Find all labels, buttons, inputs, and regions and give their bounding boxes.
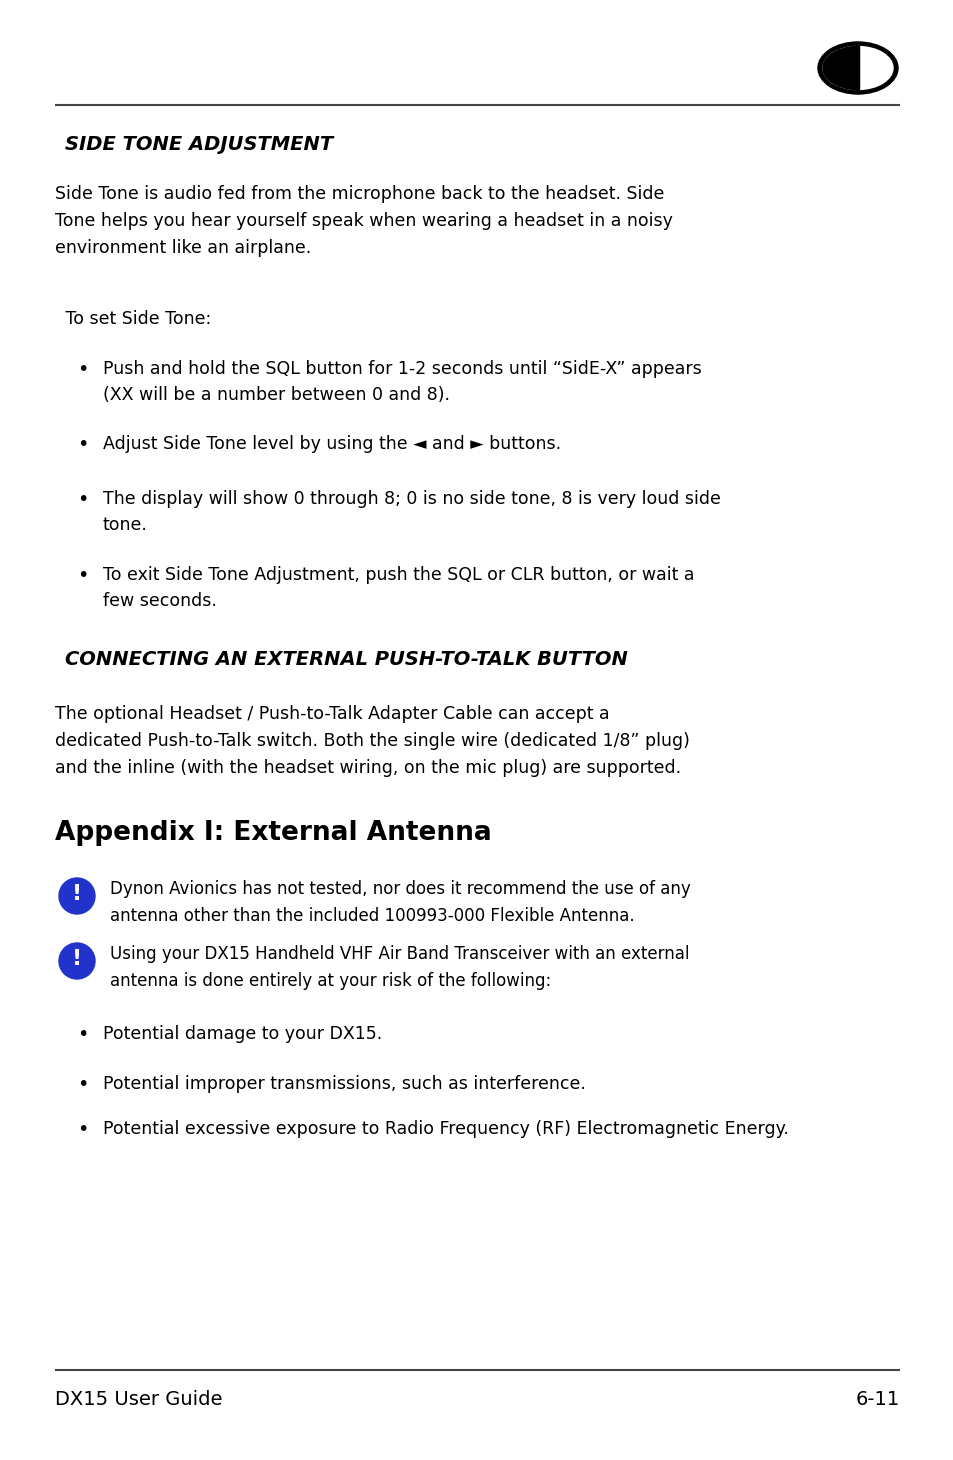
Text: To exit Side Tone Adjustment, push the SQL or CLR button, or wait a
few seconds.: To exit Side Tone Adjustment, push the S… xyxy=(103,566,694,610)
Text: The display will show 0 through 8; 0 is no side tone, 8 is very loud side
tone.: The display will show 0 through 8; 0 is … xyxy=(103,491,720,534)
Text: CONNECTING AN EXTERNAL PUSH-TO-TALK BUTTON: CONNECTING AN EXTERNAL PUSH-TO-TALK BUTT… xyxy=(65,650,627,669)
Text: Push and hold the SQL button for 1-2 seconds until “SidE-X” appears
(XX will be : Push and hold the SQL button for 1-2 sec… xyxy=(103,361,701,404)
Ellipse shape xyxy=(822,47,892,89)
Text: 6-11: 6-11 xyxy=(855,1390,899,1409)
Text: •: • xyxy=(77,1120,89,1139)
Text: !: ! xyxy=(71,883,82,904)
Text: Using your DX15 Handheld VHF Air Band Transceiver with an external
antenna is do: Using your DX15 Handheld VHF Air Band Tr… xyxy=(110,945,689,990)
Text: Potential excessive exposure to Radio Frequency (RF) Electromagnetic Energy.: Potential excessive exposure to Radio Fr… xyxy=(103,1120,788,1137)
Text: •: • xyxy=(77,491,89,510)
Text: To set Side Tone:: To set Side Tone: xyxy=(60,310,211,328)
Text: Side Tone is audio fed from the microphone back to the headset. Side
Tone helps : Side Tone is audio fed from the micropho… xyxy=(55,185,672,257)
Text: Potential improper transmissions, such as interference.: Potential improper transmissions, such a… xyxy=(103,1075,585,1094)
Text: •: • xyxy=(77,361,89,380)
Polygon shape xyxy=(822,47,857,89)
Text: Potential damage to your DX15.: Potential damage to your DX15. xyxy=(103,1025,382,1042)
Text: Dynon Avionics has not tested, nor does it recommend the use of any
antenna othe: Dynon Avionics has not tested, nor does … xyxy=(110,880,690,926)
Circle shape xyxy=(59,877,95,914)
Text: Appendix I: External Antenna: Appendix I: External Antenna xyxy=(55,821,491,845)
Ellipse shape xyxy=(817,42,897,93)
Text: Adjust Side Tone level by using the ◄ and ► buttons.: Adjust Side Tone level by using the ◄ an… xyxy=(103,435,560,453)
Text: •: • xyxy=(77,1025,89,1044)
Text: DX15 User Guide: DX15 User Guide xyxy=(55,1390,222,1409)
Text: SIDE TONE ADJUSTMENT: SIDE TONE ADJUSTMENT xyxy=(65,134,333,153)
Circle shape xyxy=(59,943,95,980)
Text: •: • xyxy=(77,566,89,585)
Text: !: ! xyxy=(71,949,82,969)
Text: The optional Headset / Push-to-Talk Adapter Cable can accept a
dedicated Push-to: The optional Headset / Push-to-Talk Adap… xyxy=(55,705,689,777)
Text: •: • xyxy=(77,435,89,454)
Text: •: • xyxy=(77,1075,89,1094)
